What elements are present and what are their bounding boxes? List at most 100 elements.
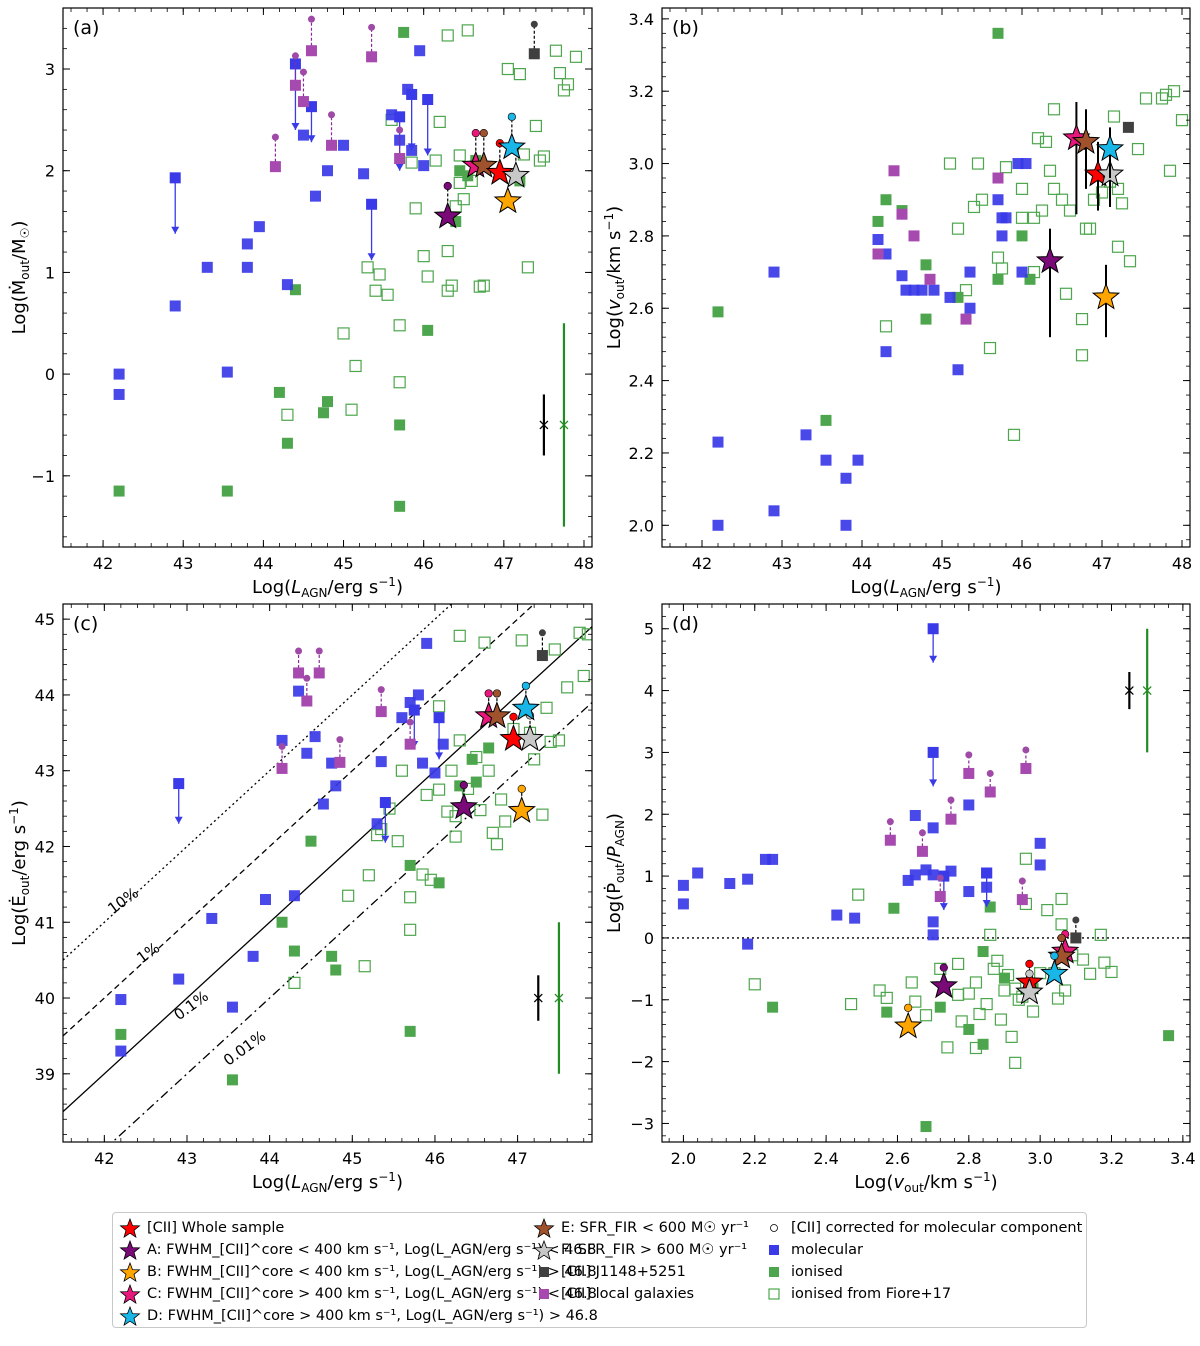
- star-corrected-point: [479, 128, 488, 138]
- y-axis-label: Log(Ėout/erg s−1): [7, 800, 32, 946]
- molecular-point: [422, 94, 434, 106]
- ionised-fiore-point: [1098, 956, 1111, 969]
- local-galaxy-point: [945, 813, 957, 825]
- star-corrected-point: [1025, 959, 1034, 969]
- local-galaxy-point: [984, 786, 996, 798]
- molecular-point: [396, 712, 408, 724]
- ionised-point: [920, 313, 932, 325]
- ionised-fiore-point: [445, 764, 458, 777]
- star-marker-icon: [533, 1218, 555, 1238]
- legend-label: [CII] corrected for molecular component: [791, 1220, 1083, 1236]
- ionised-fiore-point: [1047, 103, 1061, 116]
- y-tick-label: −3: [630, 1114, 654, 1133]
- ionised-fiore-point: [1055, 892, 1068, 906]
- legend-entry: E: SFR_FIR < 600 M☉ yr⁻¹: [533, 1217, 749, 1239]
- star-B: [493, 186, 523, 214]
- ionised-fiore-point: [1043, 164, 1057, 177]
- molecular-point: [996, 230, 1008, 242]
- molecular-point: [880, 248, 892, 260]
- ionised-fiore-point: [1167, 85, 1181, 98]
- ionised-fiore-point: [453, 629, 466, 642]
- ionised-fiore-point: [529, 119, 542, 133]
- molecular-point: [1000, 212, 1012, 224]
- local-galaxy-point: [305, 45, 317, 57]
- x-tick-label: 2.4: [813, 1149, 838, 1168]
- ionised-point: [1163, 1030, 1175, 1042]
- ionised-fiore-point: [998, 984, 1011, 997]
- ionised-point: [221, 485, 233, 497]
- ionised-fiore-point: [453, 176, 466, 190]
- panel-label: (a): [73, 17, 99, 39]
- molecular-point: [417, 757, 429, 769]
- ionised-fiore-point: [1035, 204, 1049, 217]
- y-tick-label: 2.2: [629, 444, 654, 463]
- ionised-fiore-point: [955, 1015, 968, 1028]
- ionised-fiore-point: [281, 408, 294, 421]
- local-galaxy-point: [884, 834, 896, 846]
- arrow-head: [407, 143, 416, 151]
- molecular-point: [963, 886, 975, 898]
- ionised-fiore-point: [536, 808, 549, 821]
- star-marker-icon: [119, 1306, 141, 1326]
- x-tick-label: 46: [425, 1149, 445, 1168]
- legend-col-2: E: SFR_FIR < 600 M☉ yr⁻¹ F: SFR_FIR > 600…: [533, 1217, 749, 1305]
- ionised-point: [322, 396, 333, 408]
- ionised-fiore-point: [1027, 211, 1041, 224]
- y-axis-label: Log(Ṁout/M☉): [9, 221, 32, 335]
- legend-entry: C: FWHM_[CII]^core > 400 km s⁻¹, Log(L_A…: [119, 1283, 598, 1305]
- molecular-point: [317, 798, 329, 810]
- ionised-fiore-point: [844, 997, 858, 1011]
- ionised-fiore-point: [1055, 193, 1069, 206]
- molecular-point: [301, 747, 313, 759]
- ionised-fiore-point: [952, 988, 965, 1001]
- ionised-point: [326, 950, 338, 962]
- molecular-point: [293, 685, 305, 697]
- x-axis-label: Log(LAGN/erg s−1): [252, 575, 403, 600]
- ionised-point: [422, 324, 434, 336]
- ionised-fiore-point: [1076, 953, 1090, 966]
- j1148-point: [1122, 121, 1134, 133]
- molecular-point: [908, 284, 920, 296]
- ionised-fiore-point: [991, 954, 1004, 967]
- ionised-fiore-point: [984, 928, 997, 941]
- molecular-point: [902, 874, 914, 886]
- ionised-point: [712, 306, 724, 318]
- local-corrected-point: [1022, 746, 1030, 754]
- local-corrected-point: [965, 751, 973, 759]
- ionised-point: [998, 972, 1010, 984]
- ionised-fiore-point: [441, 29, 454, 42]
- ionised-point: [433, 877, 445, 889]
- ionised-fiore-point: [478, 636, 491, 649]
- local-galaxy-point: [276, 762, 288, 774]
- molecular-point: [840, 519, 852, 531]
- molecular-point: [433, 712, 445, 724]
- ionised-fiore-point: [1175, 114, 1189, 127]
- ionised-fiore-point: [494, 793, 508, 806]
- x-tick-label: 2.6: [885, 1149, 910, 1168]
- star-corrected-point: [507, 112, 516, 121]
- local-galaxy-point: [924, 273, 936, 285]
- molecular-point: [375, 756, 387, 768]
- legend-entry: [CII] J1148+5251: [533, 1261, 749, 1283]
- molecular-point: [429, 767, 441, 779]
- local-galaxy-point: [404, 738, 416, 750]
- x-axis-label: Log(LAGN/erg s−1): [851, 575, 1002, 600]
- molecular-point: [1034, 859, 1046, 871]
- ionised-fiore-point: [919, 1009, 933, 1022]
- x-tick-label: 46: [1012, 554, 1032, 573]
- ionised-point: [289, 284, 301, 296]
- molecular-point: [241, 261, 253, 273]
- ionised-fiore-point: [1007, 428, 1021, 441]
- local-galaxy-point: [334, 756, 346, 768]
- ionised-fiore-point: [1123, 255, 1137, 268]
- ionised-fiore-point: [405, 156, 418, 169]
- star-A: [929, 971, 959, 999]
- ionised-fiore-point: [369, 284, 382, 297]
- ionised-point: [281, 437, 293, 449]
- local-corrected-point: [918, 829, 926, 837]
- square-marker-icon: [533, 1284, 555, 1304]
- y-tick-label: 5: [644, 620, 654, 639]
- legend-entry: [CII] Whole sample: [119, 1217, 598, 1239]
- ionised-fiore-point: [561, 681, 574, 694]
- star-corrected-point: [459, 781, 468, 790]
